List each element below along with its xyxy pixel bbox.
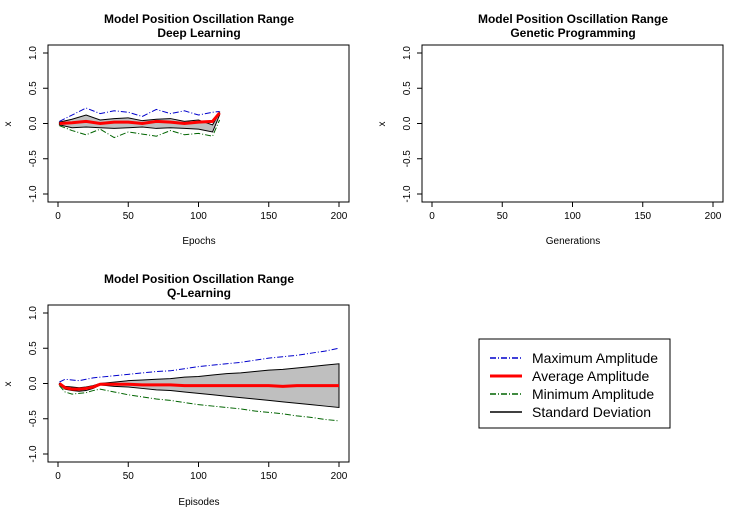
chart-subtitle: Genetic Programming [510,26,635,40]
y-axis-label: x [377,122,388,127]
y-tick-label: 0.5 [402,81,413,95]
chart-subtitle: Deep Learning [157,26,240,40]
legend-label: Minimum Amplitude [532,386,654,402]
legend: Maximum Amplitude Average Amplitude Minimu… [478,338,671,429]
y-tick-label: -0.5 [402,150,413,168]
x-tick-label: 0 [55,211,61,222]
x-tick-label: 100 [190,471,207,482]
panel-genetic-programming: Model Position Oscillation Range Genetic… [377,12,724,247]
series-line-minimum-amplitude [59,119,221,139]
x-tick-label: 0 [55,471,61,482]
y-tick-label: 0.0 [28,376,39,390]
x-tick-label: 100 [564,211,581,222]
chart-title: Model Position Oscillation Range [104,272,294,286]
x-axis-label: Episodes [178,497,219,508]
y-tick-label: -1.0 [402,185,413,203]
chart-title: Model Position Oscillation Range [478,12,668,26]
legend-label: Average Amplitude [532,368,649,384]
x-tick-label: 150 [634,211,651,222]
x-axis-label: Epochs [182,236,215,247]
y-tick-label: -0.5 [28,410,39,428]
y-tick-label: 0.5 [28,341,39,355]
y-tick-label: -1.0 [28,445,39,463]
y-tick-label: -0.5 [28,150,39,168]
series-line-maximum-amplitude [59,347,340,383]
y-axis-label: x [3,382,14,387]
x-tick-label: 150 [260,471,277,482]
x-tick-label: 50 [497,211,509,222]
legend-box [478,338,671,429]
series-line-average-amplitude [58,382,339,391]
legend-label: Standard Deviation [532,404,651,420]
y-tick-label: 0.5 [28,81,39,95]
legend-label: Maximum Amplitude [532,350,658,366]
x-tick-label: 150 [260,211,277,222]
y-tick-label: -1.0 [28,185,39,203]
y-axis-label: x [3,122,14,127]
panel-q-learning: Model Position Oscillation Range Q-Learn… [3,272,350,508]
series-line-minimum-amplitude [59,385,340,422]
x-axis-label: Generations [546,236,600,247]
x-tick-label: 50 [123,211,135,222]
y-tick-label: 0.0 [28,116,39,130]
y-tick-label: 0.0 [402,116,413,130]
chart-subtitle: Q-Learning [167,286,231,300]
panel-deep-learning: Model Position Oscillation Range Deep Le… [3,12,350,247]
y-tick-label: 1.0 [28,306,39,320]
x-tick-label: 200 [705,211,722,222]
x-tick-label: 200 [331,211,348,222]
series-line-average-amplitude [59,111,221,126]
x-tick-label: 100 [190,211,207,222]
x-tick-label: 50 [123,471,135,482]
x-tick-label: 200 [331,471,348,482]
y-tick-label: 1.0 [28,46,39,60]
x-tick-label: 0 [429,211,435,222]
chart-title: Model Position Oscillation Range [104,12,294,26]
series-line-maximum-amplitude [59,107,220,122]
y-tick-label: 1.0 [402,46,413,60]
